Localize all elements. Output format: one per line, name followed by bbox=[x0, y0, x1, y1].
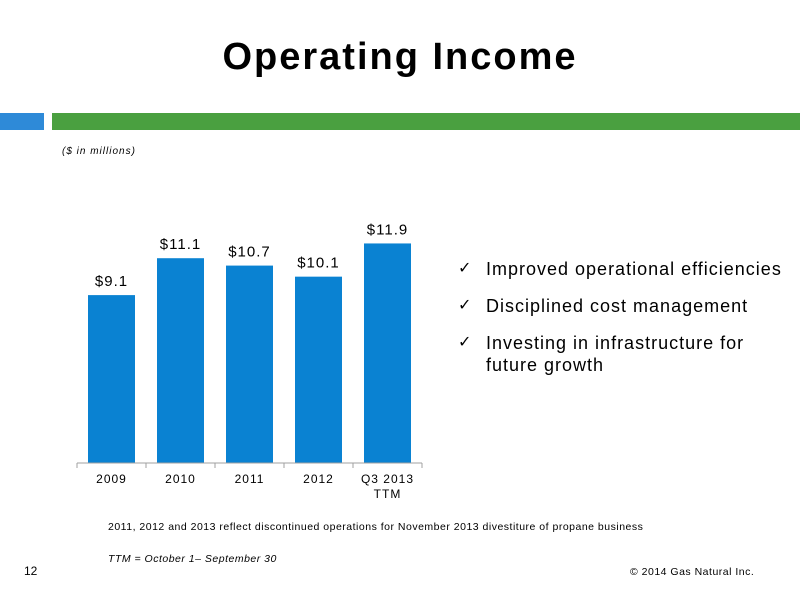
data-label: $9.1 bbox=[95, 273, 128, 290]
copyright: © 2014 Gas Natural Inc. bbox=[630, 566, 755, 578]
page-title: Operating Income bbox=[222, 36, 578, 78]
bullet-item: ✓ Disciplined cost management bbox=[458, 295, 788, 317]
bar bbox=[88, 295, 135, 463]
bullet-list: ✓ Improved operational efficiencies ✓ Di… bbox=[458, 258, 788, 391]
bullet-text: Improved operational efficiencies bbox=[486, 259, 782, 279]
bullet-item: ✓ Investing in infrastructure for future… bbox=[458, 332, 788, 376]
bullet-text: Disciplined cost management bbox=[486, 296, 749, 316]
ttm-note: TTM = October 1– September 30 bbox=[108, 553, 277, 565]
x-tick-label: Q3 2013 TTM bbox=[361, 472, 414, 501]
x-tick-label: 2012 bbox=[303, 472, 334, 486]
check-icon: ✓ bbox=[458, 334, 473, 351]
data-label: $10.1 bbox=[297, 255, 340, 272]
footnote: 2011, 2012 and 2013 reflect discontinued… bbox=[108, 521, 644, 533]
data-label: $11.1 bbox=[160, 236, 201, 253]
bar bbox=[157, 258, 204, 463]
bar bbox=[295, 276, 342, 463]
x-tick-label: 2009 bbox=[96, 472, 127, 486]
data-label: $11.9 bbox=[367, 221, 408, 238]
bar bbox=[364, 243, 411, 463]
header-band-blue bbox=[0, 113, 44, 130]
bullet-text: Investing in infrastructure for future g… bbox=[486, 333, 745, 375]
check-icon: ✓ bbox=[458, 297, 473, 314]
bullet-item: ✓ Improved operational efficiencies bbox=[458, 258, 788, 280]
x-tick-label: 2010 bbox=[165, 472, 196, 486]
check-icon: ✓ bbox=[458, 260, 473, 277]
header-band-green bbox=[52, 113, 800, 130]
page-number: 12 bbox=[24, 564, 38, 578]
x-tick-label: 2011 bbox=[235, 472, 265, 486]
units-note: ($ in millions) bbox=[62, 146, 136, 157]
data-label: $10.7 bbox=[228, 244, 271, 261]
bar bbox=[226, 265, 273, 463]
